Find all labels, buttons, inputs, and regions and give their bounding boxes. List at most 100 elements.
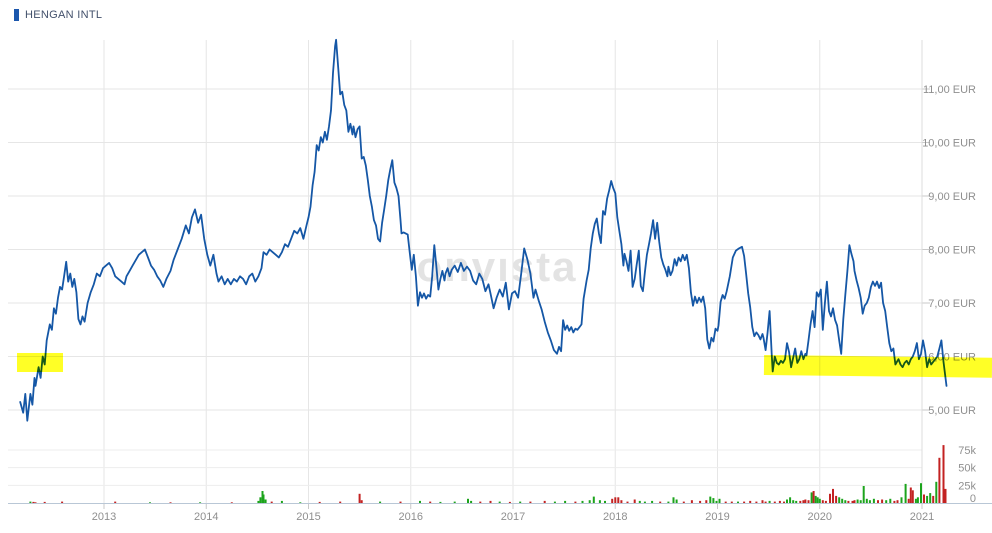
volume-bar bbox=[773, 501, 776, 503]
volume-bar bbox=[935, 481, 938, 503]
onvista-watermark: onvısta bbox=[416, 243, 578, 290]
x-axis-label: 2013 bbox=[92, 511, 116, 523]
volume-bar bbox=[889, 498, 892, 503]
volume-bar bbox=[617, 497, 620, 503]
volume-bar bbox=[498, 501, 501, 503]
volume-bar bbox=[844, 500, 847, 503]
volume-bar bbox=[564, 500, 567, 503]
volume-bar bbox=[339, 501, 342, 503]
volume-bar bbox=[783, 501, 785, 503]
chart-legend: HENGAN INTL bbox=[14, 9, 102, 21]
volume-bar bbox=[489, 500, 492, 503]
volume-bar bbox=[749, 500, 752, 503]
volume-bar bbox=[718, 498, 721, 503]
volume-bar bbox=[804, 499, 807, 503]
volume-bar bbox=[667, 501, 670, 503]
price-line bbox=[19, 38, 948, 422]
volume-bar bbox=[399, 501, 402, 503]
volume-bar bbox=[907, 498, 910, 503]
volume-bar bbox=[862, 486, 865, 503]
price-axis-label: 7,00 EUR bbox=[928, 298, 976, 310]
volume-bar bbox=[620, 500, 623, 503]
volume-bar bbox=[789, 497, 792, 503]
volume-bar bbox=[821, 500, 824, 503]
volume-bar bbox=[792, 500, 795, 503]
volume-bar bbox=[853, 500, 856, 503]
volume-bar bbox=[611, 498, 614, 503]
volume-bar bbox=[914, 498, 917, 503]
volume-bar bbox=[467, 498, 469, 503]
volume-bar bbox=[453, 501, 456, 503]
volume-bar bbox=[909, 487, 912, 503]
volume-bar bbox=[230, 502, 233, 503]
volume-bar bbox=[614, 497, 617, 503]
volume-bar bbox=[832, 488, 834, 503]
series-label: HENGAN INTL bbox=[25, 9, 103, 21]
volume-bar bbox=[264, 499, 267, 503]
volume-bar bbox=[43, 501, 46, 503]
volume-bar bbox=[923, 494, 925, 503]
volume-axis-label: 25k bbox=[958, 480, 976, 492]
volume-bar bbox=[799, 500, 802, 503]
volume-bar bbox=[519, 501, 522, 503]
x-axis-label: 2021 bbox=[910, 511, 934, 523]
volume-bar bbox=[114, 501, 117, 503]
volume-bar bbox=[604, 500, 606, 503]
volume-bar bbox=[856, 499, 859, 503]
price-axis-label: 8,00 EUR bbox=[928, 245, 976, 257]
volume-bar bbox=[574, 501, 577, 503]
volume-bar bbox=[672, 497, 675, 503]
volume-bar bbox=[280, 500, 283, 503]
volume-bar bbox=[868, 500, 871, 503]
volume-bar bbox=[896, 500, 899, 503]
volume-bar bbox=[262, 494, 265, 503]
volume-bar bbox=[360, 500, 363, 503]
volume-bar bbox=[529, 501, 532, 503]
volume-bar bbox=[169, 502, 172, 503]
volume-bar bbox=[34, 502, 37, 503]
price-axis-label: 9,00 EUR bbox=[928, 191, 976, 203]
volume-bar bbox=[638, 500, 641, 503]
volume-bar bbox=[588, 500, 591, 503]
volume-bar bbox=[824, 500, 827, 503]
volume-bar bbox=[768, 500, 771, 503]
volume-bar bbox=[755, 501, 758, 503]
volume-bar bbox=[705, 500, 708, 503]
volume-bar bbox=[643, 501, 646, 503]
volume-bar bbox=[690, 500, 693, 503]
volume-bar bbox=[786, 499, 788, 503]
volume-bar bbox=[814, 495, 817, 503]
volume-bar bbox=[675, 499, 678, 503]
volume-bar bbox=[841, 498, 844, 503]
volume-bar bbox=[851, 500, 854, 503]
volume-bar bbox=[715, 500, 718, 503]
volume-bar bbox=[818, 498, 821, 503]
volume-bar bbox=[904, 483, 907, 503]
volume-bar bbox=[682, 501, 685, 503]
volume-bar bbox=[149, 502, 151, 503]
highlight-band bbox=[17, 353, 63, 372]
volume-bar bbox=[816, 497, 819, 503]
volume-bar bbox=[439, 501, 442, 503]
volume-bar bbox=[929, 493, 932, 503]
volume-bar bbox=[911, 490, 914, 503]
volume-bar bbox=[807, 500, 810, 503]
volume-bar bbox=[626, 501, 629, 503]
volume-bar bbox=[299, 502, 302, 503]
volume-bar bbox=[508, 501, 511, 503]
volume-bar bbox=[778, 500, 781, 503]
volume-bar bbox=[893, 500, 896, 503]
volume-bar bbox=[942, 445, 945, 503]
volume-bar bbox=[592, 496, 595, 503]
x-axis-label: 2019 bbox=[705, 511, 729, 523]
volume-bar bbox=[835, 495, 838, 503]
price-axis-label: 5,00 EUR bbox=[928, 405, 976, 417]
volume-bar bbox=[812, 491, 815, 503]
volume-bar bbox=[872, 498, 875, 503]
volume-bar bbox=[885, 500, 888, 503]
volume-bar bbox=[865, 498, 868, 503]
volume-bar bbox=[838, 497, 841, 503]
volume-bar bbox=[581, 500, 584, 503]
